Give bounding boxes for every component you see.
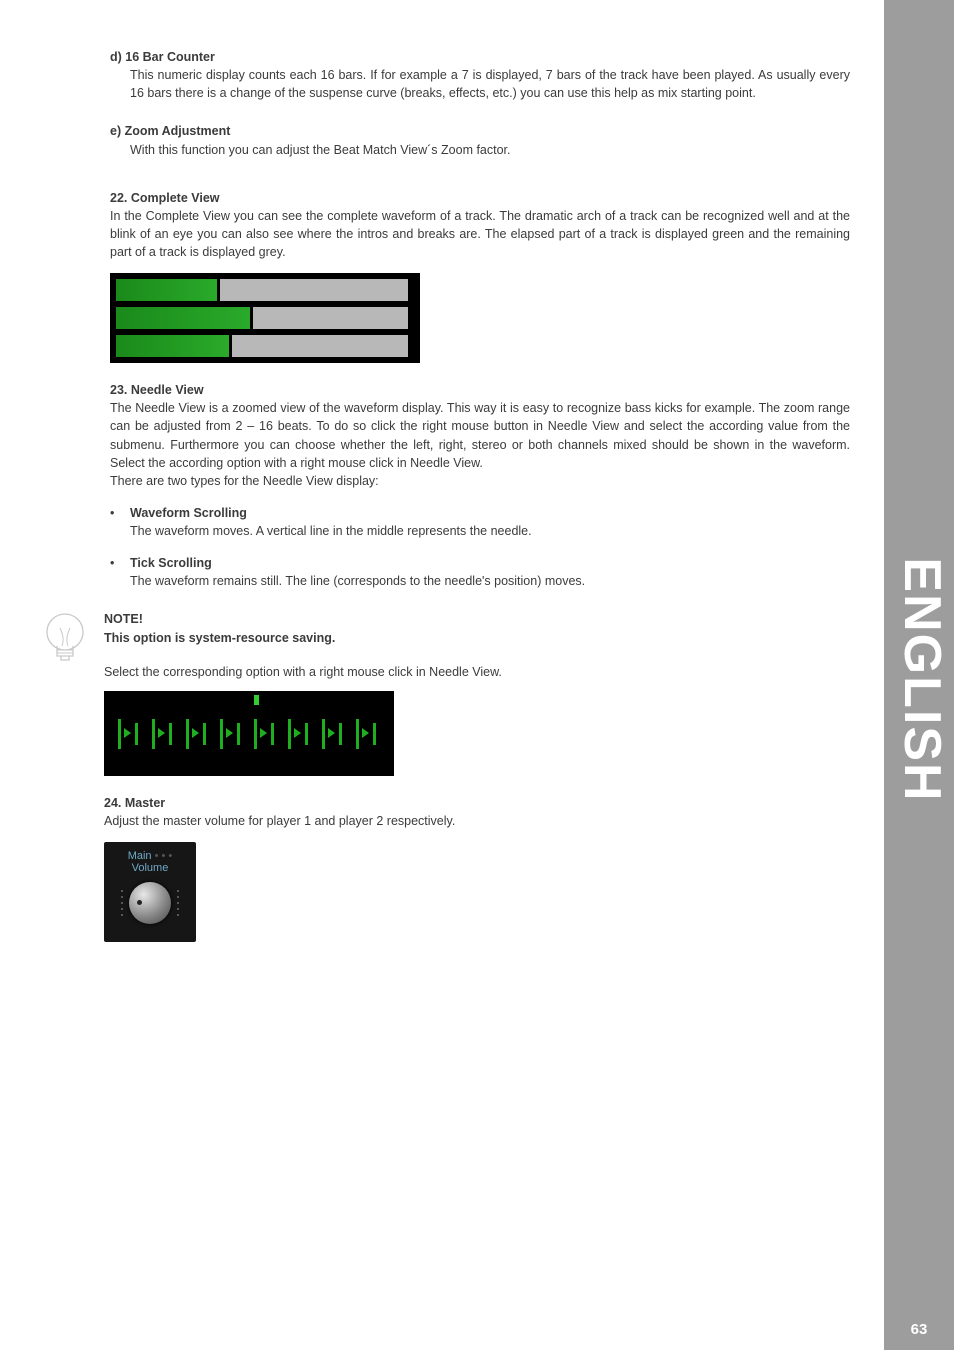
page-number: 63 xyxy=(884,1321,954,1338)
section-d: d) 16 Bar Counter This numeric display c… xyxy=(110,48,850,102)
body-d: This numeric display counts each 16 bars… xyxy=(110,66,850,102)
note-block: NOTE! This option is system-resource sav… xyxy=(40,610,850,942)
lightbulb-icon xyxy=(40,610,90,678)
heading-23: 23. Needle View xyxy=(110,381,850,399)
complete-view-image xyxy=(110,273,420,363)
bullet-heading: Waveform Scrolling xyxy=(130,504,850,522)
body-22: In the Complete View you can see the com… xyxy=(110,207,850,261)
needle-segment xyxy=(254,733,290,735)
body-23-line2: There are two types for the Needle View … xyxy=(110,472,850,490)
page-content: d) 16 Bar Counter This numeric display c… xyxy=(110,48,850,942)
bullet-body: The waveform remains still. The line (co… xyxy=(130,572,850,590)
needle-segment xyxy=(118,733,154,735)
master-label-line1: Main xyxy=(128,850,152,862)
needle-marker xyxy=(254,695,259,705)
knob-scale-right xyxy=(177,890,179,916)
master-label-line2: Volume xyxy=(132,862,169,874)
body-24: Adjust the master volume for player 1 an… xyxy=(104,812,850,830)
needle-segment xyxy=(322,733,358,735)
bullet-dot: • xyxy=(110,554,130,590)
bullet-waveform-scrolling: • Waveform Scrolling The waveform moves.… xyxy=(110,504,850,540)
note-body: This option is system-resource saving. xyxy=(104,629,850,647)
section-22: 22. Complete View In the Complete View y… xyxy=(110,189,850,364)
body-e: With this function you can adjust the Be… xyxy=(110,141,850,159)
waveform-row xyxy=(116,277,414,303)
section-23: 23. Needle View The Needle View is a zoo… xyxy=(110,381,850,590)
heading-22: 22. Complete View xyxy=(110,189,850,207)
language-side-label: ENGLISH xyxy=(892,557,952,802)
bullet-body: The waveform moves. A vertical line in t… xyxy=(130,522,850,540)
needle-track xyxy=(112,733,386,735)
needle-segment xyxy=(288,733,324,735)
needle-segment xyxy=(152,733,188,735)
note-after: Select the corresponding option with a r… xyxy=(104,663,850,681)
waveform-row xyxy=(116,305,414,331)
heading-e: e) Zoom Adjustment xyxy=(110,122,850,140)
body-23: The Needle View is a zoomed view of the … xyxy=(110,399,850,472)
knob-scale-left xyxy=(121,890,123,916)
section-e: e) Zoom Adjustment With this function yo… xyxy=(110,122,850,158)
master-label: Main • • • Volume xyxy=(128,850,173,874)
bullet-heading: Tick Scrolling xyxy=(130,554,850,572)
bullet-tick-scrolling: • Tick Scrolling The waveform remains st… xyxy=(110,554,850,590)
volume-knob[interactable] xyxy=(129,882,171,924)
needle-segment xyxy=(186,733,222,735)
needle-segment xyxy=(220,733,256,735)
waveform-row xyxy=(116,333,414,359)
heading-d: d) 16 Bar Counter xyxy=(110,48,850,66)
needle-segment xyxy=(356,733,392,735)
heading-24: 24. Master xyxy=(104,794,850,812)
section-24: 24. Master Adjust the master volume for … xyxy=(104,794,850,942)
master-volume-image: Main • • • Volume xyxy=(104,842,196,942)
note-heading: NOTE! xyxy=(104,610,850,628)
needle-view-image xyxy=(104,691,394,776)
bullet-dot: • xyxy=(110,504,130,540)
